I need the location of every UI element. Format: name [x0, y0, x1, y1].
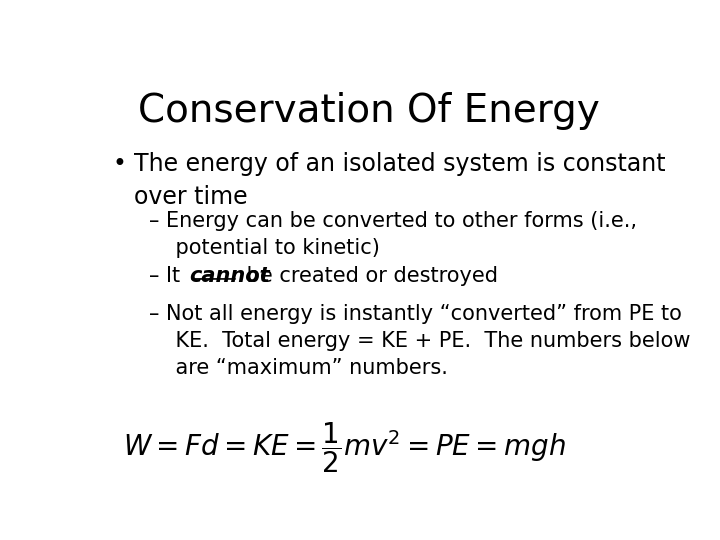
Text: – Energy can be converted to other forms (i.e.,
    potential to kinetic): – Energy can be converted to other forms… [148, 211, 636, 258]
Text: – Not all energy is instantly “converted” from PE to
    KE.  Total energy = KE : – Not all energy is instantly “converted… [148, 304, 690, 379]
Text: The energy of an isolated system is constant
over time: The energy of an isolated system is cons… [133, 152, 665, 208]
Text: be created or destroyed: be created or destroyed [240, 266, 498, 286]
Text: cannot: cannot [189, 266, 270, 286]
Text: Conservation Of Energy: Conservation Of Energy [138, 92, 600, 130]
Text: – It: – It [148, 266, 186, 286]
Text: •: • [112, 152, 126, 176]
Text: $W = Fd = KE = \dfrac{1}{2}mv^{2} = PE = mgh$: $W = Fd = KE = \dfrac{1}{2}mv^{2} = PE =… [124, 420, 566, 475]
